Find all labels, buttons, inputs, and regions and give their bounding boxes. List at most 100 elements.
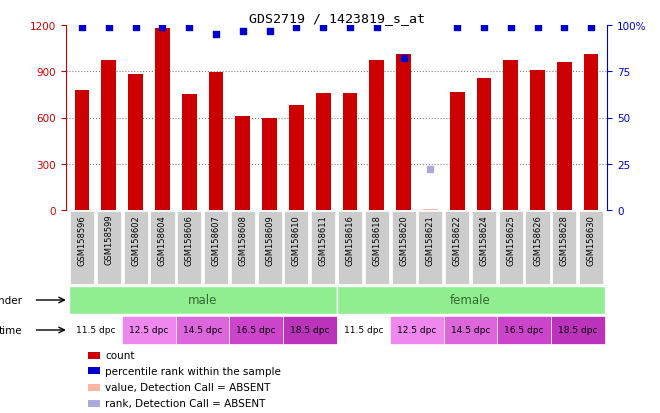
Text: percentile rank within the sample: percentile rank within the sample [105,366,281,376]
Bar [88,400,100,407]
FancyBboxPatch shape [311,211,335,285]
Text: GSM158604: GSM158604 [158,214,167,265]
Text: 14.5 dpc: 14.5 dpc [183,326,222,335]
FancyBboxPatch shape [444,316,498,344]
FancyBboxPatch shape [69,286,337,315]
Text: GSM158620: GSM158620 [399,214,408,265]
Point [238,28,248,35]
Bar [88,384,100,391]
Text: GSM158596: GSM158596 [78,214,86,265]
Point [318,24,329,31]
Title: GDS2719 / 1423819_s_at: GDS2719 / 1423819_s_at [249,12,424,25]
Text: 16.5 dpc: 16.5 dpc [236,326,276,335]
Point [184,24,195,31]
Bar [396,55,411,211]
FancyBboxPatch shape [204,211,228,285]
Point [265,28,275,35]
Text: 11.5 dpc: 11.5 dpc [344,326,383,335]
Text: value, Detection Call = ABSENT: value, Detection Call = ABSENT [105,382,271,392]
FancyBboxPatch shape [445,211,469,285]
FancyBboxPatch shape [418,211,442,285]
Bar [262,118,277,211]
Point [478,24,489,31]
Text: GSM158602: GSM158602 [131,214,140,265]
FancyBboxPatch shape [177,211,201,285]
FancyBboxPatch shape [284,211,308,285]
FancyBboxPatch shape [525,211,550,285]
Text: GSM158618: GSM158618 [372,214,381,265]
Text: GSM158625: GSM158625 [506,214,515,265]
Point [104,24,114,31]
FancyBboxPatch shape [390,316,444,344]
Bar [182,95,197,211]
Text: GSM158606: GSM158606 [185,214,194,265]
Bar [583,55,599,211]
Point [425,166,436,173]
Bar [128,75,143,211]
Point [586,24,597,31]
FancyBboxPatch shape [176,316,230,344]
FancyBboxPatch shape [69,316,122,344]
Point [532,24,543,31]
FancyBboxPatch shape [338,211,362,285]
Text: GSM158628: GSM158628 [560,214,569,265]
FancyBboxPatch shape [498,316,551,344]
Bar [477,79,491,211]
FancyBboxPatch shape [472,211,496,285]
Bar [423,210,438,211]
Text: rank, Detection Call = ABSENT: rank, Detection Call = ABSENT [105,399,265,408]
Bar [236,117,250,211]
Bar [450,93,465,211]
Text: GSM158626: GSM158626 [533,214,542,265]
FancyBboxPatch shape [499,211,523,285]
Text: 16.5 dpc: 16.5 dpc [504,326,544,335]
Text: 18.5 dpc: 18.5 dpc [558,326,597,335]
FancyBboxPatch shape [337,286,605,315]
Text: gender: gender [0,295,22,305]
FancyBboxPatch shape [122,316,176,344]
Text: GSM158607: GSM158607 [212,214,220,265]
Text: GSM158608: GSM158608 [238,214,248,265]
FancyBboxPatch shape [337,316,390,344]
Text: GSM158622: GSM158622 [453,214,461,265]
Point [291,24,302,31]
FancyBboxPatch shape [123,211,148,285]
Point [452,24,463,31]
Point [398,56,409,62]
Text: GSM158621: GSM158621 [426,214,435,265]
Point [506,24,516,31]
Bar [88,352,100,359]
Bar [289,106,304,211]
Bar [343,94,357,211]
Point [211,32,221,38]
Bar [155,29,170,211]
Point [131,24,141,31]
Text: 14.5 dpc: 14.5 dpc [451,326,490,335]
FancyBboxPatch shape [97,211,121,285]
Text: GSM158599: GSM158599 [104,214,114,265]
Text: female: female [450,294,491,307]
FancyBboxPatch shape [257,211,282,285]
Point [157,24,168,31]
Point [559,24,570,31]
FancyBboxPatch shape [70,211,94,285]
FancyBboxPatch shape [150,211,174,285]
FancyBboxPatch shape [231,211,255,285]
Bar [557,63,572,211]
Text: 12.5 dpc: 12.5 dpc [129,326,169,335]
FancyBboxPatch shape [283,316,337,344]
Point [77,24,87,31]
Bar [75,90,90,211]
Text: 11.5 dpc: 11.5 dpc [76,326,116,335]
Text: 18.5 dpc: 18.5 dpc [290,326,329,335]
Bar [88,368,100,374]
Point [372,24,382,31]
Bar [370,61,384,211]
Bar [209,73,223,211]
Text: GSM158609: GSM158609 [265,214,274,265]
FancyBboxPatch shape [579,211,603,285]
Point [345,24,355,31]
FancyBboxPatch shape [551,316,605,344]
Text: count: count [105,350,135,360]
Text: male: male [188,294,217,307]
